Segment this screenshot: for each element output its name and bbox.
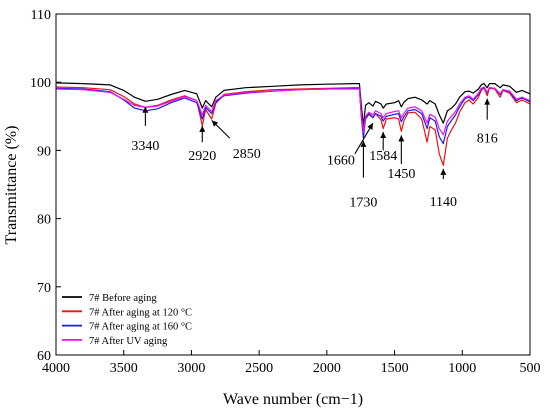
y-tick-label: 60 <box>37 349 51 364</box>
series-line-2 <box>55 86 531 166</box>
x-axis-label: Wave number (cm−1) <box>223 391 363 408</box>
annotation-label: 1584 <box>369 149 397 164</box>
annotation-arrowhead <box>440 168 447 175</box>
legend-entry: 7# After aging at 120 °C <box>89 307 192 318</box>
y-axis-ticks: 60 70 80 90 100 110 <box>30 8 61 364</box>
series-line-4 <box>55 86 531 136</box>
annotation-arrowhead <box>367 123 373 130</box>
annotation-arrowhead <box>484 98 491 105</box>
annotation-arrowhead <box>211 120 219 127</box>
y-tick-label: 70 <box>37 281 51 296</box>
x-tick-label: 2500 <box>245 361 273 376</box>
legend-entry: 7# After aging at 160 °C <box>89 322 192 333</box>
series-line-1 <box>55 82 531 127</box>
annotation-label: 1450 <box>387 167 415 182</box>
annotation-arrowhead <box>380 131 387 138</box>
x-tick-label: 3000 <box>177 361 205 376</box>
y-tick-label: 90 <box>37 144 51 159</box>
y-axis-label: Transmittance (%) <box>3 126 20 245</box>
annotation-label: 2920 <box>188 149 216 164</box>
annotation-arrowhead <box>142 106 149 113</box>
annotation-label: 1140 <box>430 195 457 210</box>
x-axis-ticks: 4000 3500 3000 2500 2000 1500 1000 500 <box>42 350 541 376</box>
x-tick-label: 1500 <box>381 361 409 376</box>
plot-frame <box>55 13 531 356</box>
annotation-label: 3340 <box>131 139 159 154</box>
x-tick-label: 2000 <box>313 361 341 376</box>
y-tick-label: 110 <box>31 8 51 23</box>
legend-entry: 7# Before aging <box>89 293 157 304</box>
y-tick-label: 80 <box>37 213 51 228</box>
annotation-arrowhead <box>398 135 405 142</box>
legend-entry: 7# After UV aging <box>89 336 168 347</box>
legend: 7# Before aging 7# After aging at 120 °C 7… <box>62 293 192 347</box>
annotation-label: 816 <box>477 131 498 146</box>
series-lines <box>55 82 531 166</box>
annotations: 3340 2920 2850 1660 1584 1450 1730 1140 816 <box>131 98 498 211</box>
x-tick-label: 500 <box>520 361 541 376</box>
annotation-label: 1660 <box>327 153 355 168</box>
annotation-label: 2850 <box>233 147 261 162</box>
annotation-label: 1730 <box>349 196 377 211</box>
x-tick-label: 3500 <box>110 361 138 376</box>
annotation-arrowhead <box>199 125 206 132</box>
x-tick-label: 4000 <box>42 361 70 376</box>
y-tick-label: 100 <box>30 76 51 91</box>
annotation-arrowhead <box>360 140 367 147</box>
x-tick-label: 1000 <box>448 361 476 376</box>
